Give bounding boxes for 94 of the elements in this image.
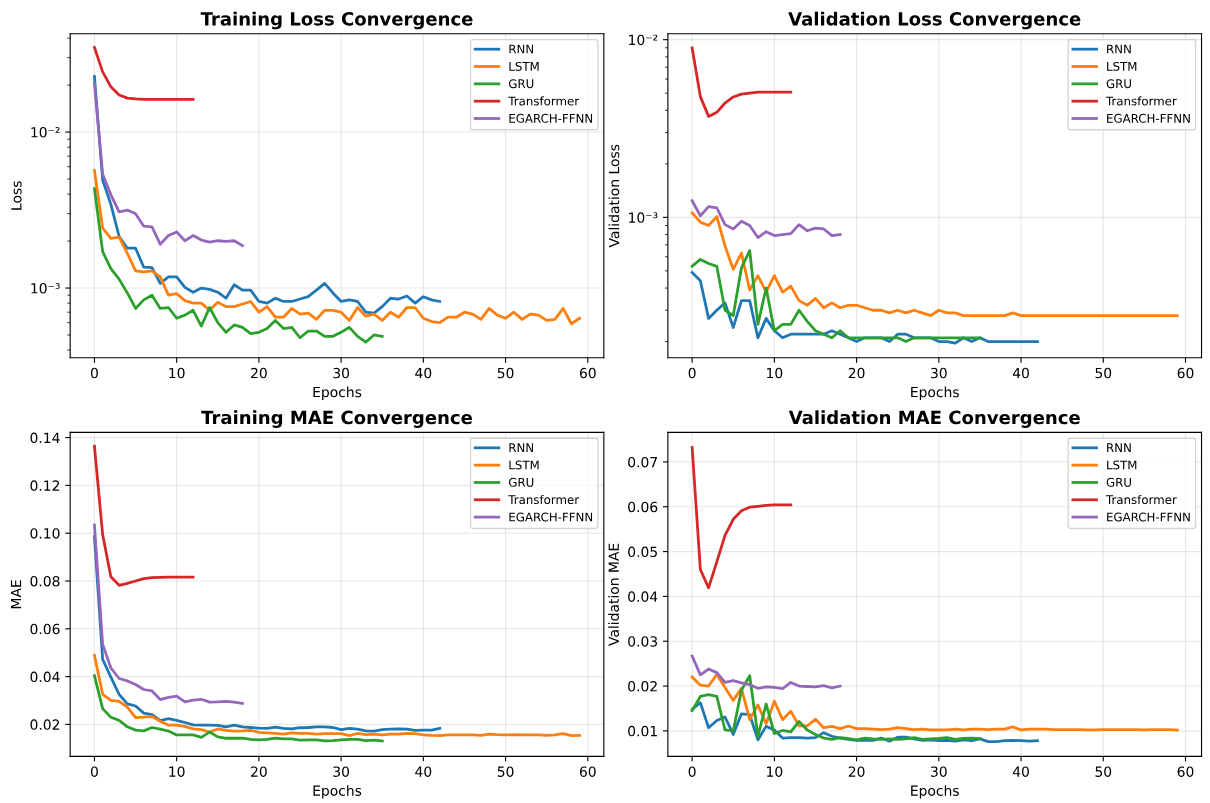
y-tick-label: 0.05 [628,546,657,558]
y-tick-label: 10⁻³ [31,283,60,294]
x-tick-label: 10 [169,766,185,777]
legend-label: LSTM [509,61,539,71]
y-tick-label: 10⁻³ [629,212,658,223]
legend-label: Transformer [508,96,580,106]
x-tick-label: 30 [931,766,947,777]
y-tick-label: 0.10 [30,528,60,539]
x-tick-label: 20 [251,367,267,379]
legend-label: EGARCH-FFNN [1107,512,1190,522]
y-tick-label: 0.01 [628,725,657,737]
x-tick-label: 40 [415,766,432,777]
x-tick-label: 20 [848,367,865,379]
legend-label: GRU [508,477,534,487]
y-tick-label: 0.12 [30,480,60,491]
y-tick-label: 0.04 [30,671,60,683]
legend-label: Transformer [1105,494,1177,505]
x-tick-label: 40 [1012,367,1029,379]
legend-label: Transformer [1105,96,1177,106]
x-axis-title: Epochs [313,386,362,400]
x-tick-label: 60 [579,766,596,777]
y-axis-title: Validation Loss [608,144,620,248]
x-tick-label: 50 [1095,766,1112,777]
y-axis-title: Loss [11,181,22,210]
chart-title: Validation MAE Convergence [788,410,1080,428]
x-tick-label: 10 [767,367,783,379]
y-tick-label: 10⁻² [629,34,658,46]
x-tick-label: 0 [90,766,98,777]
y-tick-label: 0.02 [628,681,657,692]
legend-label: GRU [1106,477,1131,487]
line-series [93,187,384,344]
x-tick-label: 0 [688,367,696,379]
x-tick-label: 30 [333,766,350,777]
line-series [93,169,581,326]
x-tick-label: 50 [1095,367,1112,379]
x-tick-label: 10 [169,367,185,379]
legend-label: RNN [509,44,533,54]
legend-label: EGARCH-FFNN [509,512,593,522]
x-tick-label: 30 [333,367,350,379]
x-tick-label: 0 [688,766,696,777]
legend-label: GRU [508,79,534,89]
x-tick-label: 60 [1177,367,1194,379]
x-tick-label: 40 [415,367,432,379]
y-tick-label: 0.07 [628,456,657,468]
x-tick-label: 50 [497,766,514,777]
x-tick-label: 0 [90,367,98,379]
y-tick-label: 0.14 [30,432,60,444]
chart-title: Training MAE Convergence [201,410,472,428]
y-tick-label: 0.04 [628,591,658,602]
y-tick-label: 0.06 [30,623,60,635]
x-axis-title: Epochs [313,785,362,799]
line-series [690,249,982,343]
x-tick-label: 30 [931,367,947,379]
x-axis-title: Epochs [911,386,959,400]
legend-label: LSTM [1107,61,1137,71]
line-series [690,199,842,239]
y-tick-label: 0.06 [628,501,658,513]
line-series [690,211,1179,317]
line-series [93,653,581,738]
line-series [690,673,1179,732]
legend-label: RNN [1107,443,1131,452]
x-tick-label: 60 [579,367,596,379]
legend-label: RNN [1107,44,1131,54]
line-series [690,46,793,118]
x-tick-label: 40 [1012,766,1029,777]
line-series [93,523,244,705]
chart-title: Validation Loss Convergence [788,11,1081,30]
line-series [93,82,244,248]
y-tick-label: 0.03 [628,636,658,647]
y-axis-title: MAE [10,580,22,609]
y-tick-label: 0.08 [30,575,60,587]
legend-label: EGARCH-FFNN [509,113,593,123]
line-series [93,674,384,743]
legend-label: EGARCH-FFNN [1107,113,1190,123]
y-tick-label: 0.02 [30,719,60,730]
line-series [690,446,793,590]
legend-label: GRU [1106,79,1131,89]
legend-label: LSTM [1107,460,1137,470]
x-tick-label: 50 [497,367,514,379]
legend-label: RNN [509,443,533,452]
legend-label: LSTM [509,460,539,470]
line-series [93,444,195,587]
line-series [690,654,842,691]
x-tick-label: 20 [251,766,267,777]
x-tick-label: 60 [1177,766,1194,777]
y-axis-title: Validation MAE [608,543,619,646]
legend-label: Transformer [508,494,580,505]
x-tick-label: 20 [848,766,865,777]
line-series [690,674,982,742]
x-axis-title: Epochs [911,785,959,799]
y-tick-label: 10⁻² [31,127,60,138]
x-tick-label: 10 [767,766,783,777]
line-series [93,46,195,101]
chart-title: Training Loss Convergence [200,11,473,30]
